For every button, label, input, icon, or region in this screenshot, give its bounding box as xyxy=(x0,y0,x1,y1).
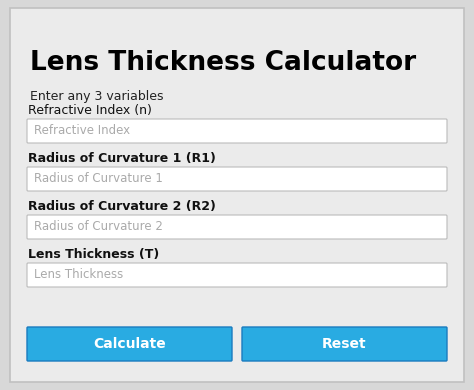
FancyBboxPatch shape xyxy=(27,263,447,287)
FancyBboxPatch shape xyxy=(27,215,447,239)
Text: Radius of Curvature 1: Radius of Curvature 1 xyxy=(34,172,163,186)
Text: Radius of Curvature 2: Radius of Curvature 2 xyxy=(34,220,163,234)
Text: Radius of Curvature 1 (R1): Radius of Curvature 1 (R1) xyxy=(28,152,216,165)
Text: Lens Thickness (T): Lens Thickness (T) xyxy=(28,248,159,261)
FancyBboxPatch shape xyxy=(27,167,447,191)
FancyBboxPatch shape xyxy=(10,8,464,382)
FancyBboxPatch shape xyxy=(27,327,232,361)
FancyBboxPatch shape xyxy=(27,119,447,143)
FancyBboxPatch shape xyxy=(242,327,447,361)
Text: Lens Thickness: Lens Thickness xyxy=(34,268,123,282)
Text: Refractive Index (n): Refractive Index (n) xyxy=(28,104,152,117)
Text: Refractive Index: Refractive Index xyxy=(34,124,130,138)
Text: Enter any 3 variables: Enter any 3 variables xyxy=(30,90,164,103)
Text: Lens Thickness Calculator: Lens Thickness Calculator xyxy=(30,50,416,76)
Text: Radius of Curvature 2 (R2): Radius of Curvature 2 (R2) xyxy=(28,200,216,213)
Text: Calculate: Calculate xyxy=(93,337,166,351)
Text: Reset: Reset xyxy=(322,337,367,351)
